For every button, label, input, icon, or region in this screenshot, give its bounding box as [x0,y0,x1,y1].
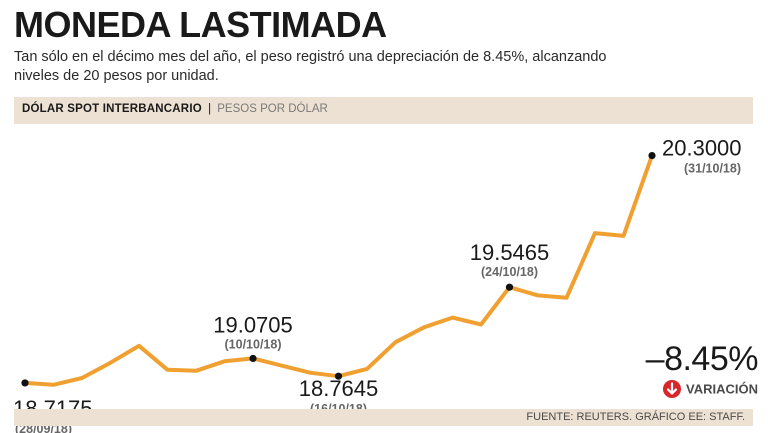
data-point-marker [249,354,257,363]
down-arrow-icon [663,380,682,398]
chart-subtitle: Tan sólo en el décimo mes del año, el pe… [14,49,607,84]
data-label-date: (31/10/18) [684,162,741,176]
band-separator: | [208,103,212,115]
data-label-date: (10/10/18) [225,337,282,351]
variation-value: –8.45% [645,340,759,378]
data-point-marker [505,283,514,291]
data-point-marker [334,372,343,380]
series-header-band: DÓLAR SPOT INTERBANCARIO | PESOS POR DÓL… [14,97,753,124]
variation-label: VARIACIÓN [686,381,758,397]
variation-label-row: VARIACIÓN [663,380,758,399]
chart-title: MONEDA LASTIMADA [14,4,387,45]
series-line [23,153,654,387]
data-label-date: (24/10/18) [481,265,538,279]
data-label-value: 20.3000 [662,136,742,161]
unit-label: PESOS POR DÓLAR [217,103,328,115]
data-label-value: 18.7645 [299,376,379,401]
data-point-marker [21,379,29,387]
variation-box: –8.45% VARIACIÓN [628,340,759,400]
source-note: FUENTE: REUTERS. GRÁFICO EE: STAFF. [526,411,745,423]
data-label-value: 19.5465 [470,240,550,265]
data-point-marker [648,151,656,160]
series-label: DÓLAR SPOT INTERBANCARIO [22,103,202,115]
data-label-value: 19.0705 [213,312,293,337]
data-label-date: (28/09/18) [15,422,72,433]
footer-band: FUENTE: REUTERS. GRÁFICO EE: STAFF. [14,409,753,426]
